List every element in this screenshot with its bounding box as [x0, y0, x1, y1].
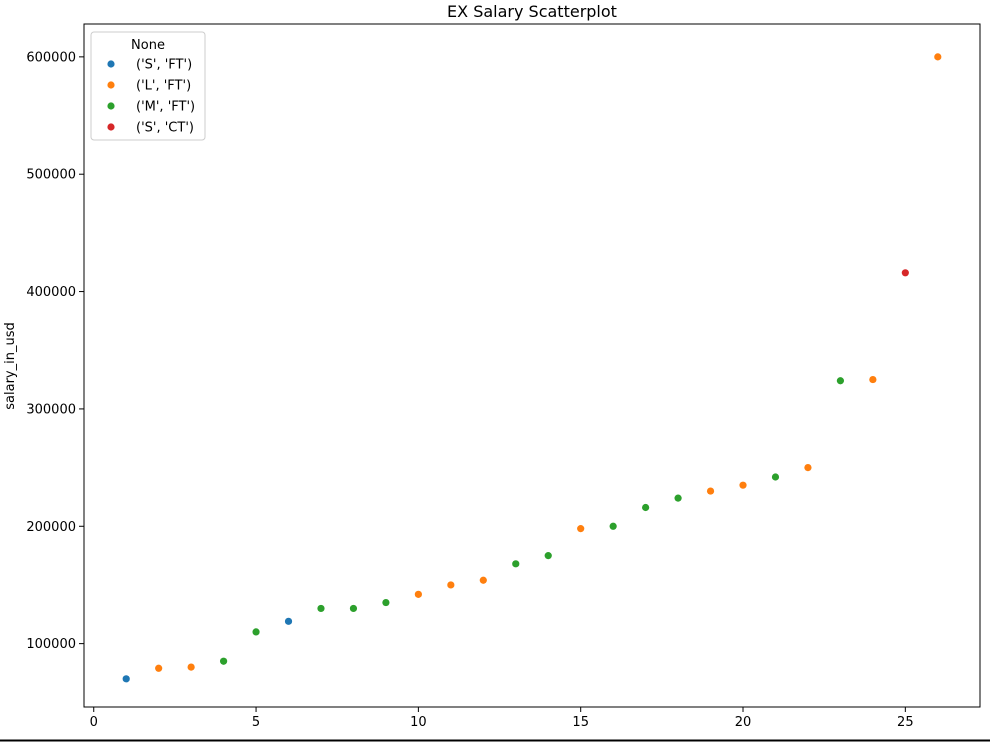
plot-area: [83, 23, 981, 708]
data-point: [804, 463, 812, 472]
data-point: [414, 590, 422, 598]
chart-title: EX Salary Scatterplot: [447, 2, 617, 21]
y-tick-label: 200000: [26, 520, 76, 535]
data-point: [349, 604, 358, 613]
x-axis: 0 5 10 15 20 25: [90, 707, 914, 730]
data-point: [934, 53, 942, 61]
x-tick-label: 5: [252, 715, 260, 730]
x-tick-label: 15: [572, 715, 589, 730]
data-point: [739, 481, 747, 489]
legend-box: [90, 31, 206, 141]
x-tick-label: 20: [735, 715, 752, 730]
data-point: [901, 269, 909, 277]
data-point: [122, 675, 130, 683]
data-point: [155, 664, 163, 672]
x-tick-label: 10: [410, 715, 427, 730]
y-axis-label: salary_in_usd: [3, 322, 18, 409]
legend-label: ('M', 'FT'): [136, 100, 195, 115]
y-tick-label: 600000: [26, 50, 76, 65]
data-points: [122, 53, 942, 683]
legend-marker: [107, 60, 115, 68]
data-point: [544, 552, 552, 560]
x-tick-label: 0: [90, 715, 98, 730]
data-point: [836, 377, 845, 385]
y-axis: 100000 200000 300000 400000 500000 600000: [26, 50, 84, 652]
data-point: [284, 617, 293, 625]
legend-title: None: [131, 38, 165, 53]
legend-marker: [107, 81, 115, 89]
data-point: [771, 473, 780, 481]
data-point: [706, 487, 715, 495]
legend-marker: [107, 123, 115, 131]
y-tick-label: 300000: [26, 402, 76, 417]
data-point: [609, 522, 617, 530]
legend-label: ('S', 'FT'): [136, 58, 192, 73]
data-point: [447, 581, 455, 589]
legend-label: ('S', 'CT'): [136, 121, 194, 136]
data-point: [577, 525, 585, 533]
y-tick-label: 100000: [26, 637, 76, 652]
data-point: [219, 657, 228, 665]
data-point: [869, 375, 877, 384]
data-point: [252, 628, 260, 636]
legend: None ('S', 'FT') ('L', 'FT') ('M', 'FT') ('…: [90, 31, 206, 141]
legend-label: ('L', 'FT'): [136, 79, 191, 94]
data-point: [479, 576, 487, 584]
x-tick-label: 25: [897, 715, 914, 730]
legend-marker: [107, 102, 115, 110]
data-point: [317, 604, 325, 613]
y-tick-label: 500000: [26, 168, 76, 183]
data-point: [674, 494, 682, 502]
data-point: [382, 598, 390, 607]
data-point: [187, 663, 195, 671]
data-point: [642, 503, 650, 512]
y-tick-label: 400000: [26, 285, 76, 300]
data-point: [512, 560, 520, 568]
